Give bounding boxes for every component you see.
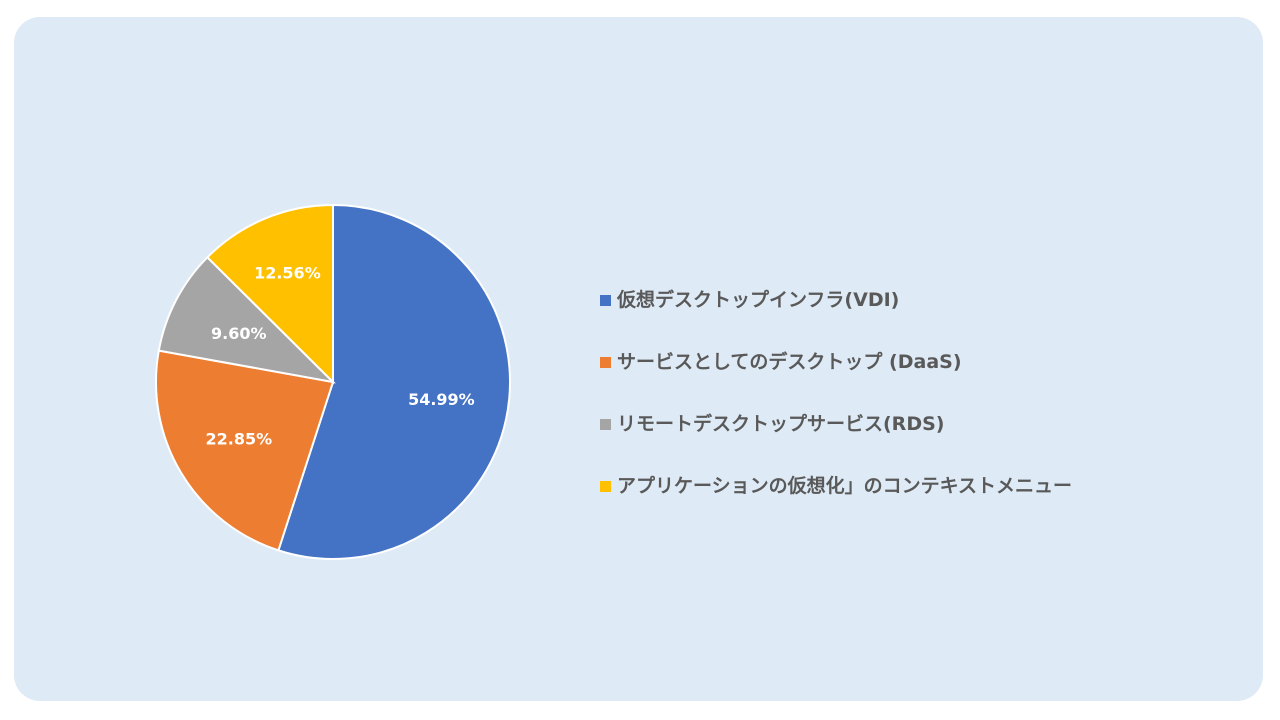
legend-swatch-app-virtualization [600,481,611,492]
data-label-daas: 22.85% [206,429,273,448]
pie-slice-rds [157,255,336,384]
data-label-vdi: 54.99% [408,390,475,409]
pie-slice-vdi [277,203,511,560]
legend-item-rds: リモートデスクトップサービス(RDS) [600,412,1072,474]
legend-swatch-rds [600,419,611,430]
legend-label-app-virtualization: アプリケーションの仮想化」のコンテキストメニュー [617,475,1073,497]
legend-label-vdi: 仮想デスクトップインフラ(VDI) [617,289,900,311]
data-label-rds: 9.60% [211,324,267,343]
legend-item-vdi: 仮想デスクトップインフラ(VDI) [600,288,1072,350]
pie-slices [155,203,511,560]
legend: 仮想デスクトップインフラ(VDI) サービスとしてのデスクトップ (DaaS) … [600,288,1072,536]
legend-swatch-vdi [600,295,611,306]
legend-label-daas: サービスとしてのデスクトップ (DaaS) [617,351,962,373]
pie-slice-daas [155,349,335,552]
pie-slice-app-virtualization [205,203,334,385]
legend-label-rds: リモートデスクトップサービス(RDS) [617,413,945,435]
pie-data-labels: 54.99% 22.85% 9.60% 12.56% [206,264,475,449]
legend-item-daas: サービスとしてのデスクトップ (DaaS) [600,350,1072,412]
data-label-app-virtualization: 12.56% [254,264,321,283]
legend-item-app-virtualization: アプリケーションの仮想化」のコンテキストメニュー [600,474,1072,536]
legend-swatch-daas [600,357,611,368]
